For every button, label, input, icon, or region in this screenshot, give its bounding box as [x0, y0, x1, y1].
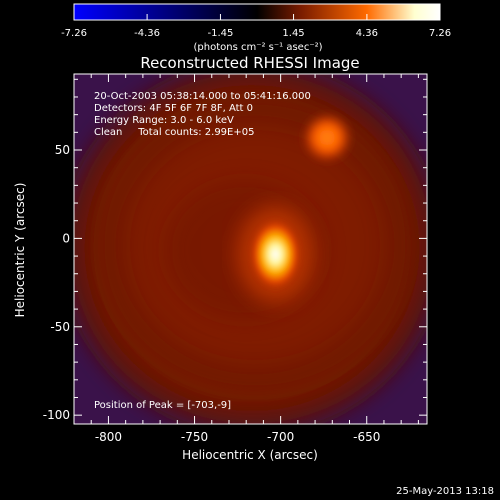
x-tick-label: -650 — [353, 430, 380, 444]
y-tick-label: -50 — [50, 320, 70, 334]
annotation-time: 20-Oct-2003 05:38:14.000 to 05:41:16.000 — [94, 91, 311, 102]
colorbar-tick-label: -4.36 — [134, 28, 160, 39]
plot-frame — [73, 73, 428, 425]
colorbar-gradient — [73, 3, 441, 21]
x-tick-label: -800 — [95, 430, 122, 444]
y-tick-label: 50 — [55, 143, 70, 157]
chart-title: Reconstructed RHESSI Image — [140, 54, 359, 72]
y-axis: -100 -50 0 50 — [43, 78, 427, 422]
colorbar: -7.26 -4.36 -1.45 1.45 4.36 7.26 (photons cm⁻… — [61, 3, 451, 53]
peak-position-label: Position of Peak = [-703,-9] — [94, 400, 231, 411]
colorbar-ticks: -7.26 -4.36 -1.45 1.45 4.36 7.26 — [61, 14, 451, 39]
colorbar-unit-label: (photons cm⁻² s⁻¹ asec⁻²) — [193, 42, 322, 53]
colorbar-tick-label: -7.26 — [61, 28, 87, 39]
x-tick-label: -750 — [181, 430, 208, 444]
colorbar-tick-label: 7.26 — [429, 28, 451, 39]
colorbar-tick-label: 4.36 — [356, 28, 378, 39]
colorbar-tick-label: 1.45 — [282, 28, 304, 39]
peak-source — [249, 218, 302, 291]
annotation-counts: Clean Total counts: 2.99E+05 — [94, 127, 254, 138]
plot-area — [73, 73, 428, 425]
annotation-energy: Energy Range: 3.0 - 6.0 keV — [94, 115, 234, 126]
annotation-detectors: Detectors: 4F 5F 6F 7F 8F, Att 0 — [94, 103, 253, 114]
footer-timestamp: 25-May-2013 13:18 — [396, 486, 494, 497]
y-tick-label: -100 — [43, 408, 70, 422]
x-axis-label: Heliocentric X (arcsec) — [182, 448, 318, 462]
y-axis-label: Heliocentric Y (arcsec) — [13, 183, 27, 318]
secondary-source — [301, 111, 354, 164]
y-tick-label: 0 — [62, 231, 70, 245]
x-axis: -800 -750 -700 -650 — [73, 74, 419, 444]
annotation-block: 20-Oct-2003 05:38:14.000 to 05:41:16.000… — [94, 91, 311, 138]
ring-darker — [97, 97, 413, 393]
x-tick-label: -700 — [267, 430, 294, 444]
heatmap-image — [74, 74, 427, 424]
colorbar-tick-label: -1.45 — [208, 28, 234, 39]
